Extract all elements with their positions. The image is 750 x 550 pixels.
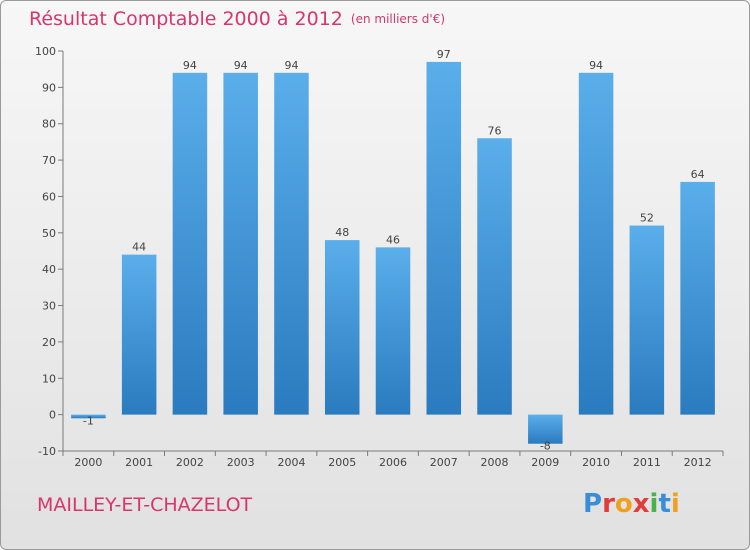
data-label-2012: 64 (691, 168, 705, 181)
proxiti-logo: Proxiti (583, 489, 680, 519)
x-tick-label-2007: 2007 (430, 456, 458, 469)
data-label-2000: -1 (83, 414, 94, 427)
y-tick-label: 40 (42, 263, 56, 276)
data-label-2003: 94 (234, 59, 248, 72)
chart-subtitle: (en milliers d'€) (350, 12, 446, 26)
bar-2008 (477, 138, 512, 415)
y-tick-label: 60 (42, 190, 56, 203)
data-label-2011: 52 (640, 212, 654, 225)
logo-letter: o (614, 489, 633, 519)
data-label-2009: -8 (540, 440, 551, 453)
y-tick-label: 0 (49, 409, 56, 422)
x-tick-label-2004: 2004 (277, 456, 305, 469)
data-label-2008: 76 (488, 124, 502, 137)
chart-title: Résultat Comptable 2000 à 2012 (en millie… (29, 8, 445, 30)
y-tick-label: 90 (42, 81, 56, 94)
y-tick-label: 50 (42, 227, 56, 240)
x-tick-label-2000: 2000 (74, 456, 102, 469)
data-label-2010: 94 (589, 59, 603, 72)
x-tick-label-2005: 2005 (328, 456, 356, 469)
y-tick-label: 80 (42, 118, 56, 131)
y-tick-label: 30 (42, 300, 56, 313)
labels-group: -1 2000 44 2001 94 2002 94 2003 94 2004 48 2005 46 20… (74, 48, 711, 469)
x-tick-label-2006: 2006 (379, 456, 407, 469)
logo-letter: x (632, 489, 650, 519)
bar-2010 (578, 72, 614, 415)
data-label-2001: 44 (132, 241, 146, 254)
bar-2004 (274, 72, 309, 415)
data-label-2007: 97 (437, 48, 451, 61)
bar-2007 (426, 61, 462, 415)
data-label-2002: 94 (183, 59, 197, 72)
y-tick-label: 10 (42, 372, 56, 385)
y-tick-label: 20 (42, 336, 56, 349)
bar-2000 (71, 414, 106, 419)
logo-letter: P (583, 489, 603, 519)
x-tick-label-2008: 2008 (481, 456, 509, 469)
bar-2009 (528, 414, 563, 444)
y-tick-label: -10 (38, 445, 56, 458)
data-label-2004: 94 (284, 59, 298, 72)
bar-2012 (680, 181, 715, 415)
bar-2001 (121, 254, 157, 415)
bar-2002 (172, 72, 208, 415)
data-label-2005: 48 (335, 226, 349, 239)
y-tick-label: 100 (35, 45, 56, 58)
bars-group (71, 61, 715, 444)
logo-letter: i (649, 489, 659, 519)
logo-letter: t (658, 489, 671, 519)
x-tick-label-2010: 2010 (582, 456, 610, 469)
commune-name: MAILLEY-ET-CHAZELOT (37, 494, 253, 516)
bar-2011 (629, 225, 665, 415)
x-tick-label-2009: 2009 (531, 456, 559, 469)
x-tick-label-2002: 2002 (176, 456, 204, 469)
bar-2003 (223, 72, 258, 415)
axes-group: -10 0 10 20 30 40 50 60 70 80 90 100 (35, 45, 724, 458)
x-tick-label-2001: 2001 (125, 456, 153, 469)
chart-title-text: Résultat Comptable 2000 à 2012 (29, 8, 343, 30)
y-tick-label: 70 (42, 154, 56, 167)
logo-letter: r (602, 489, 615, 519)
bar-2006 (375, 247, 411, 415)
logo-letter: i (670, 489, 680, 519)
x-tick-label-2011: 2011 (633, 456, 661, 469)
bar-2005 (324, 240, 360, 415)
data-label-2006: 46 (386, 233, 400, 246)
x-tick-label-2012: 2012 (684, 456, 712, 469)
x-tick-label-2003: 2003 (227, 456, 255, 469)
